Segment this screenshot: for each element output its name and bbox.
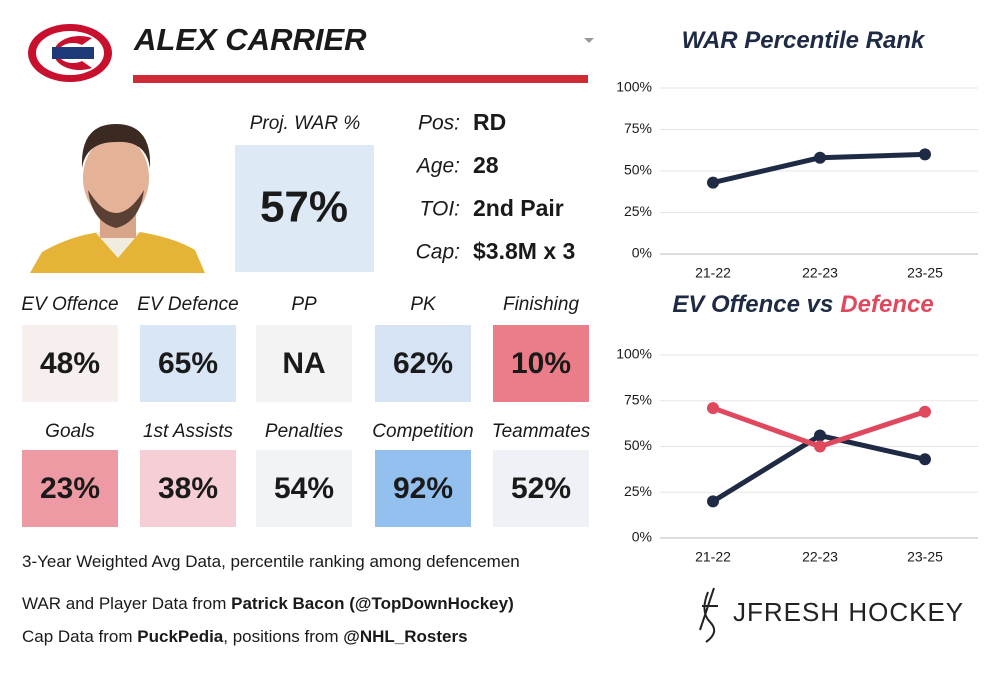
brand: JFRESH HOCKEY	[733, 597, 964, 627]
tile-value: NA	[282, 347, 325, 380]
tile-label: PP	[291, 294, 317, 315]
chart-title-part: EV Offence vs	[672, 291, 833, 318]
x-tick-label: 21-22	[695, 549, 731, 565]
series-point	[707, 176, 719, 189]
tile-value: 92%	[393, 472, 453, 505]
projection-value: 57%	[260, 183, 348, 232]
footer-text: PuckPedia	[137, 627, 224, 646]
tile-value: 54%	[274, 472, 334, 505]
info-label: TOI:	[420, 198, 460, 221]
tile-label: Finishing	[503, 294, 579, 315]
y-tick-label: 25%	[624, 203, 652, 219]
tile	[493, 450, 589, 527]
y-tick-label: 100%	[616, 346, 652, 362]
x-tick-label: 22-23	[802, 549, 838, 565]
chart-title-part: Defence	[840, 291, 933, 318]
y-tick-label: 0%	[632, 245, 652, 261]
tile-value: 48%	[40, 347, 100, 380]
x-tick-label: 22-23	[802, 265, 838, 281]
dropdown[interactable]	[584, 38, 594, 43]
info-value: $3.8M x 3	[473, 238, 575, 264]
series-point	[814, 429, 826, 442]
tile-value: 10%	[511, 347, 571, 380]
series-point	[814, 440, 826, 453]
tile	[22, 325, 118, 402]
footer-text: Cap Data from	[22, 627, 137, 646]
tile	[375, 450, 471, 527]
info-value: 28	[473, 152, 499, 178]
tile	[140, 325, 236, 402]
chart-title: EV Offence vs Defence	[672, 291, 933, 318]
tile	[256, 450, 352, 527]
tile-value: 38%	[158, 472, 218, 505]
y-tick-label: 75%	[624, 120, 652, 136]
player-photo	[30, 124, 205, 273]
y-tick-label: 100%	[616, 79, 652, 95]
footer-text: 3-Year Weighted Avg Data, percentile ran…	[22, 552, 520, 571]
tile-label: EV Offence	[21, 294, 118, 315]
info: Pos: RD Age: 28 TOI: 2nd Pair Cap: $3.8M x 3	[415, 109, 576, 264]
tile-label: Teammates	[492, 421, 591, 442]
x-tick-label: 21-22	[695, 265, 731, 281]
x-tick-label: 23-25	[907, 265, 943, 281]
title-bar	[133, 75, 588, 83]
x-tick-label: 23-25	[907, 549, 943, 565]
footer-text: Patrick Bacon (@TopDownHockey)	[231, 594, 514, 613]
series-point	[707, 495, 719, 508]
projection-tile	[235, 145, 374, 272]
tile-value: 52%	[511, 472, 571, 505]
footer-line: 3-Year Weighted Avg Data, percentile ran…	[22, 552, 520, 571]
team-logo	[28, 24, 112, 82]
tile-value: 23%	[40, 472, 100, 505]
info-label: Cap:	[416, 241, 460, 264]
y-tick-label: 50%	[624, 162, 652, 178]
info-value: RD	[473, 109, 506, 135]
tile-label: 1st Assists	[143, 421, 234, 442]
footer-line: Cap Data from PuckPedia, positions from …	[22, 627, 468, 646]
y-tick-label: 75%	[624, 391, 652, 407]
series-point	[919, 405, 931, 418]
tiles: EV Offence 48% EV Defence 65% PP NA PK 62% Finis…	[21, 294, 591, 527]
player-name: ALEX CARRIER	[133, 22, 367, 57]
tile	[375, 325, 471, 402]
tile-label: PK	[410, 294, 437, 315]
projection-label: Proj. WAR %	[250, 113, 361, 134]
footer: 3-Year Weighted Avg Data, percentile ran…	[22, 552, 520, 646]
footer-text: , positions from	[223, 627, 343, 646]
y-tick-label: 25%	[624, 483, 652, 499]
tile	[256, 325, 352, 402]
series-point	[919, 148, 931, 161]
tile	[22, 450, 118, 527]
info-label: Age:	[415, 155, 460, 178]
footer-text: @NHL_Rosters	[343, 627, 467, 646]
series-point	[919, 453, 931, 466]
series-point	[814, 151, 826, 164]
info-value: 2nd Pair	[473, 195, 564, 221]
tile	[493, 325, 589, 402]
y-tick-label: 50%	[624, 437, 652, 453]
tile	[140, 450, 236, 527]
info-label: Pos:	[418, 112, 460, 135]
tile-label: Competition	[372, 421, 473, 442]
brand-logo	[699, 587, 718, 643]
charts: WAR Percentile Rank 0% 25% 50% 75% 100% 21-22 2…	[616, 27, 978, 565]
footer-text: WAR and Player Data from	[22, 594, 231, 613]
y-tick-label: 0%	[632, 529, 652, 545]
tile-value: 65%	[158, 347, 218, 380]
chart-title-part: WAR Percentile Rank	[682, 27, 926, 54]
tile-label: EV Defence	[137, 294, 238, 315]
tile-label: Goals	[45, 421, 95, 442]
chart-title: WAR Percentile Rank	[682, 27, 926, 54]
series-point	[707, 402, 719, 415]
tile-value: 62%	[393, 347, 453, 380]
footer-line: WAR and Player Data from Patrick Bacon (…	[22, 594, 514, 613]
tile-label: Penalties	[265, 421, 344, 442]
